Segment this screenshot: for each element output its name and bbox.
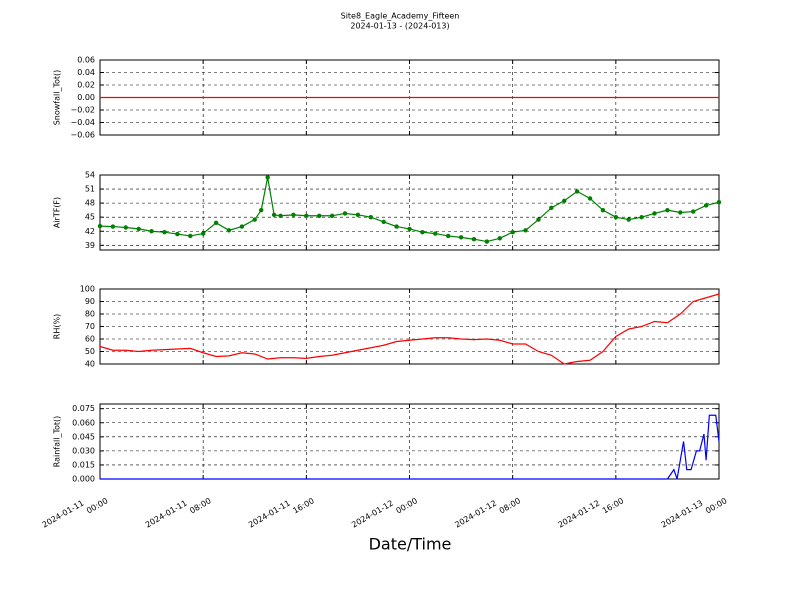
data-point — [381, 219, 386, 225]
y-tick-label: −0.04 — [70, 118, 95, 127]
y-tick-label: 48 — [85, 199, 95, 208]
y-tick-label: −0.06 — [70, 131, 95, 140]
data-point — [510, 229, 515, 235]
data-point — [265, 175, 270, 180]
y-tick-label: 45 — [85, 213, 95, 222]
y-tick-label: 0.06 — [77, 56, 95, 65]
chart-subtitle: 2024-01-13 - (2024-013) — [350, 22, 449, 31]
plot-frame — [99, 288, 720, 365]
data-point — [162, 229, 167, 235]
data-point — [471, 237, 477, 242]
y-axis-label: Rainfall_Tot() — [53, 416, 62, 468]
data-point — [562, 198, 567, 203]
y-tick-label: 40 — [85, 360, 95, 369]
data-point — [458, 235, 464, 240]
data-point — [123, 225, 128, 230]
data-point — [329, 213, 335, 218]
y-tick-label: 0.030 — [72, 446, 95, 455]
data-point — [97, 223, 103, 229]
series-line — [100, 414, 720, 480]
data-point — [239, 224, 245, 229]
chart-title: Site8_Eagle_Academy_Fifteen — [341, 12, 460, 21]
data-point — [252, 217, 257, 222]
data-point — [433, 231, 438, 236]
data-point — [445, 233, 451, 239]
data-point — [587, 196, 593, 201]
data-point — [716, 199, 722, 205]
data-point — [652, 211, 657, 216]
data-point — [523, 228, 528, 233]
y-tick-label: 39 — [85, 241, 95, 250]
data-point — [149, 229, 154, 234]
y-tick-label: 0.015 — [72, 460, 95, 469]
data-point — [420, 229, 425, 235]
data-point — [291, 212, 296, 218]
y-axis-label: Snowfall_Tot() — [53, 70, 62, 126]
y-tick-label: 0.075 — [72, 404, 95, 413]
y-tick-label: −0.02 — [70, 106, 95, 115]
data-point — [136, 226, 141, 232]
y-axis-label: AirTF(F) — [53, 197, 62, 228]
series-line — [99, 293, 720, 365]
data-point — [678, 210, 683, 215]
data-point — [626, 217, 631, 222]
data-point — [175, 231, 180, 237]
data-point — [188, 233, 193, 239]
plot-frame — [99, 174, 720, 251]
y-tick-label: 54 — [85, 171, 95, 180]
data-point — [110, 224, 116, 229]
y-tick-label: 0.00 — [77, 93, 95, 102]
x-axis-label: Date/Time — [369, 535, 452, 554]
data-point — [600, 207, 606, 213]
data-point — [665, 207, 670, 213]
data-point — [407, 226, 412, 232]
data-point — [536, 217, 541, 222]
data-point — [258, 207, 264, 213]
data-point — [394, 224, 399, 229]
y-tick-label: 0.060 — [72, 418, 95, 427]
data-point — [549, 205, 554, 211]
y-tick-label: 90 — [85, 297, 95, 306]
data-point — [613, 214, 619, 220]
y-tick-label: 70 — [85, 322, 95, 331]
y-tick-label: 0.04 — [77, 68, 95, 77]
y-tick-label: 60 — [85, 335, 95, 344]
data-point — [639, 214, 644, 220]
data-point — [497, 236, 502, 241]
data-point — [691, 209, 696, 214]
y-axis-label: RH(%) — [53, 314, 62, 339]
y-tick-label: 0.02 — [77, 81, 95, 90]
y-tick-label: 0.000 — [72, 475, 95, 484]
data-point — [703, 203, 709, 208]
y-tick-label: 42 — [85, 227, 95, 236]
data-point — [342, 211, 348, 216]
data-point — [278, 213, 283, 218]
y-tick-label: 100 — [80, 285, 95, 294]
data-point — [200, 231, 206, 236]
data-point — [226, 228, 232, 233]
y-tick-label: 80 — [85, 310, 95, 319]
y-tick-label: 50 — [85, 347, 95, 356]
data-point — [304, 213, 309, 218]
y-tick-label: 51 — [85, 185, 95, 194]
y-tick-label: 0.045 — [72, 432, 95, 441]
data-point — [484, 239, 490, 244]
data-point — [317, 213, 322, 218]
data-point — [574, 189, 580, 194]
data-point — [368, 214, 374, 220]
data-point — [355, 212, 361, 218]
data-point — [213, 220, 219, 226]
data-point — [271, 212, 277, 218]
